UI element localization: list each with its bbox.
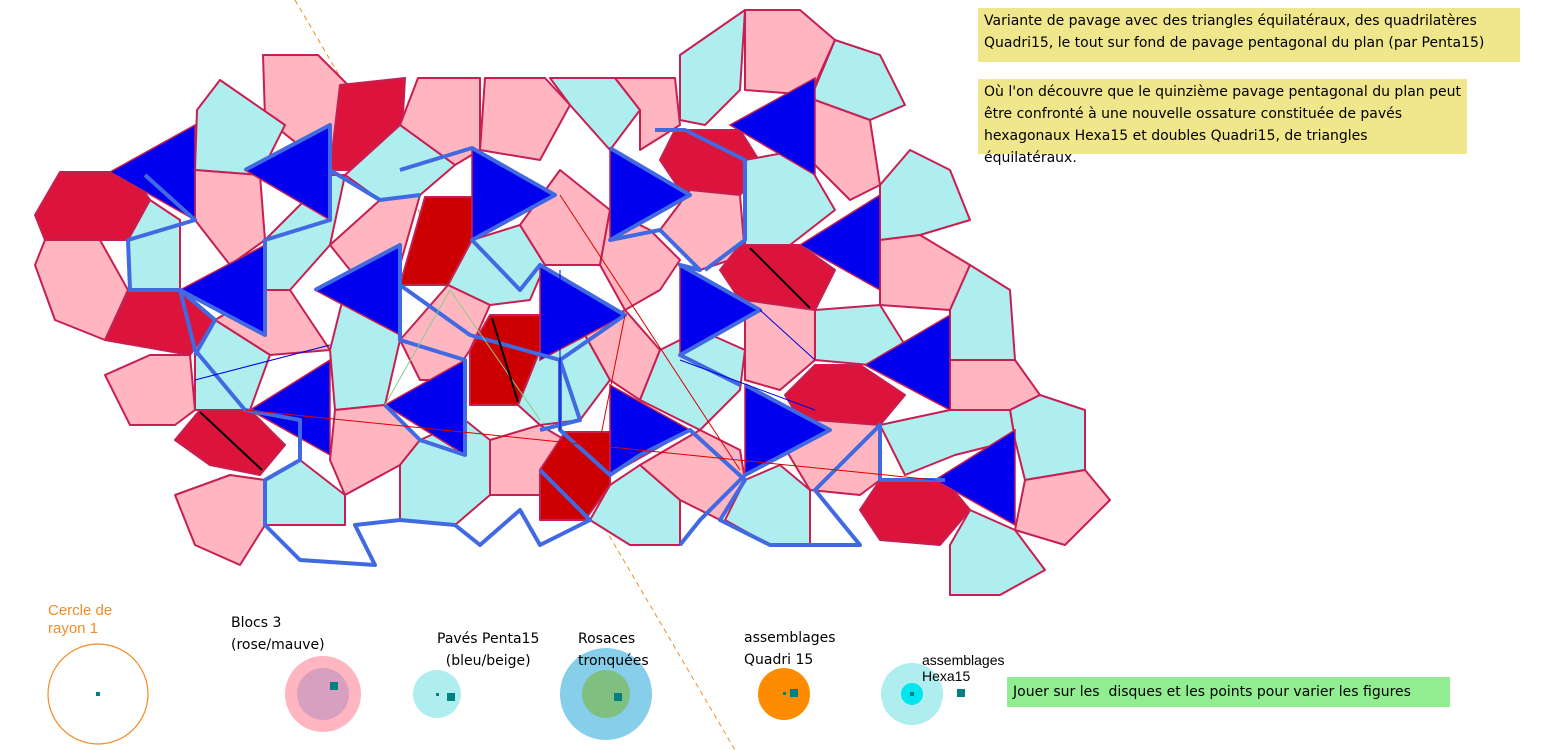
pink-pentagon — [174, 474, 266, 566]
diagonal-line — [491, 317, 519, 403]
turquoise-pentagon — [949, 509, 1046, 596]
hexa-outline — [608, 146, 762, 387]
label-line: Blocs 3 — [231, 615, 282, 631]
hexa-label: assemblages Hexa15 — [922, 652, 1005, 684]
construction-line — [384, 289, 451, 406]
hint-note: Jouer sur les disques et les points pour… — [1007, 677, 1450, 707]
unit-circle-point[interactable] — [96, 692, 100, 696]
cercle-label: Cercle de rayon 1 — [48, 602, 112, 638]
quadri-center — [783, 692, 786, 695]
construction-line — [679, 359, 816, 411]
label-line: rayon 1 — [48, 620, 99, 637]
turquoise-pentagon — [679, 9, 746, 126]
blocs-disk-inner[interactable] — [297, 668, 349, 720]
label-line: Rosaces — [578, 631, 636, 647]
hexa-outline — [126, 173, 592, 567]
penta-point[interactable] — [447, 693, 455, 701]
description-note: Variante de pavage avec des triangles éq… — [978, 8, 1520, 62]
pink-pentagon — [1014, 469, 1111, 546]
label-line: tronquées — [578, 653, 649, 669]
hexa-outline — [678, 383, 832, 547]
label-line: assemblages — [922, 652, 1005, 668]
hexa-outline — [399, 146, 945, 547]
construction-line — [599, 314, 626, 441]
quadri-point[interactable] — [790, 689, 798, 697]
blue-triangle — [933, 428, 1016, 527]
blue-triangle — [108, 123, 196, 222]
unit-circle[interactable] — [47, 643, 149, 745]
penta-label: Pavés Penta15 (bleu/beige) — [437, 628, 539, 672]
construction-line — [244, 409, 936, 481]
hexa-outline — [178, 288, 217, 356]
construction-line — [194, 344, 331, 381]
label-line: (rose/mauve) — [231, 637, 325, 653]
blue-triangle — [863, 313, 951, 412]
diagonal-line — [749, 247, 811, 309]
pink-pentagon — [104, 354, 196, 426]
hexa-outline — [314, 243, 467, 457]
label-line: Pavés Penta15 — [437, 631, 540, 647]
diagonal-line — [199, 411, 263, 471]
hexa-center — [910, 692, 914, 696]
label-line: assemblages — [744, 630, 836, 646]
pink-pentagon — [399, 77, 481, 166]
construction-line — [559, 194, 741, 471]
blue-triangle — [728, 76, 816, 177]
blue-triangle — [798, 193, 881, 292]
turquoise-pentagon — [399, 419, 491, 526]
blue-triangle — [248, 358, 331, 457]
note-line: être confronté à une nouvelle ossature c… — [984, 106, 1403, 122]
hexa-outline — [179, 123, 332, 337]
blue-triangle — [609, 383, 692, 477]
blocs-label: Blocs 3 (rose/mauve) — [231, 612, 325, 656]
hexa-outline — [328, 168, 421, 202]
note-line: Où l'on découvre que le quinzième pavage… — [984, 84, 1461, 100]
rosaces-label: Rosaces tronquées — [578, 628, 649, 672]
blocs-point[interactable] — [330, 682, 338, 690]
hexa-outline — [655, 128, 747, 272]
note-line: Variante de pavage avec des triangles éq… — [984, 13, 1477, 29]
turquoise-pentagon — [264, 459, 346, 526]
label-line: Quadri 15 — [744, 652, 814, 668]
construction-line — [759, 309, 816, 361]
rosaces-point[interactable] — [614, 693, 622, 701]
turquoise-pentagon — [549, 77, 641, 151]
label-line: (bleu/beige) — [445, 653, 531, 669]
turquoise-pentagon — [1009, 394, 1086, 481]
discovery-note: Où l'on découvre que le quinzième pavage… — [978, 79, 1467, 166]
pink-pentagon — [744, 299, 816, 391]
turquoise-pentagon — [879, 149, 971, 241]
pink-pentagon — [479, 77, 571, 161]
rosaces-disk-inner[interactable] — [582, 670, 630, 718]
penta-center — [436, 693, 439, 696]
note-line: Quadri15, le tout sur fond de pavage pen… — [984, 35, 1485, 51]
label-line: Hexa15 — [922, 668, 971, 684]
label-line: Cercle de — [48, 602, 113, 619]
quadri-label: assemblages Quadri 15 — [744, 627, 836, 671]
hexa-point[interactable] — [957, 689, 965, 697]
note-line: hexagonaux Hexa15 et doubles Quadri15, d… — [984, 128, 1368, 166]
construction-line — [449, 289, 541, 421]
hint-text: Jouer sur les disques et les points pour… — [1013, 684, 1411, 700]
